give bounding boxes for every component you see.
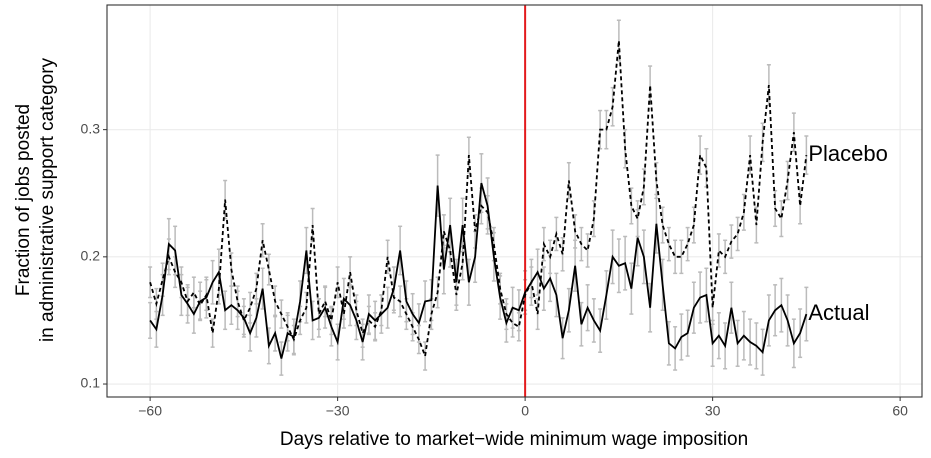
error-bar [423, 341, 428, 371]
y-tick-label: 0.3 [81, 120, 101, 136]
plot-border [106, 4, 923, 398]
error-bar [698, 135, 703, 175]
error-bar [679, 239, 684, 275]
y-tick-label: 0.1 [81, 375, 101, 391]
error-bar [673, 239, 678, 275]
error-bar [585, 233, 590, 268]
plot-background [107, 5, 922, 397]
x-axis-title: Days relative to market−wide minimum wag… [280, 429, 748, 450]
error-bar [266, 253, 271, 286]
y-axis-title: Fraction of jobs posted [13, 104, 34, 296]
error-bar [735, 216, 740, 252]
series-label: Actual [808, 300, 869, 325]
y-axis-title: in administrative support category [37, 57, 58, 342]
y-tick-label: 0.2 [81, 248, 101, 264]
x-tick-label: −60 [138, 403, 162, 419]
series-line [149, 182, 808, 359]
x-tick-label: 60 [892, 403, 908, 419]
series-label: Placebo [808, 141, 888, 166]
x-tick-label: −30 [326, 403, 350, 419]
x-tick-label: 30 [705, 403, 721, 419]
error-bar [779, 200, 784, 238]
error-bar [685, 226, 690, 262]
error-bar [616, 19, 621, 62]
error-bar [148, 301, 153, 339]
error-bar [660, 206, 665, 244]
error-bar [666, 226, 671, 262]
error-bar [210, 318, 215, 348]
x-tick-label: 0 [521, 403, 529, 419]
